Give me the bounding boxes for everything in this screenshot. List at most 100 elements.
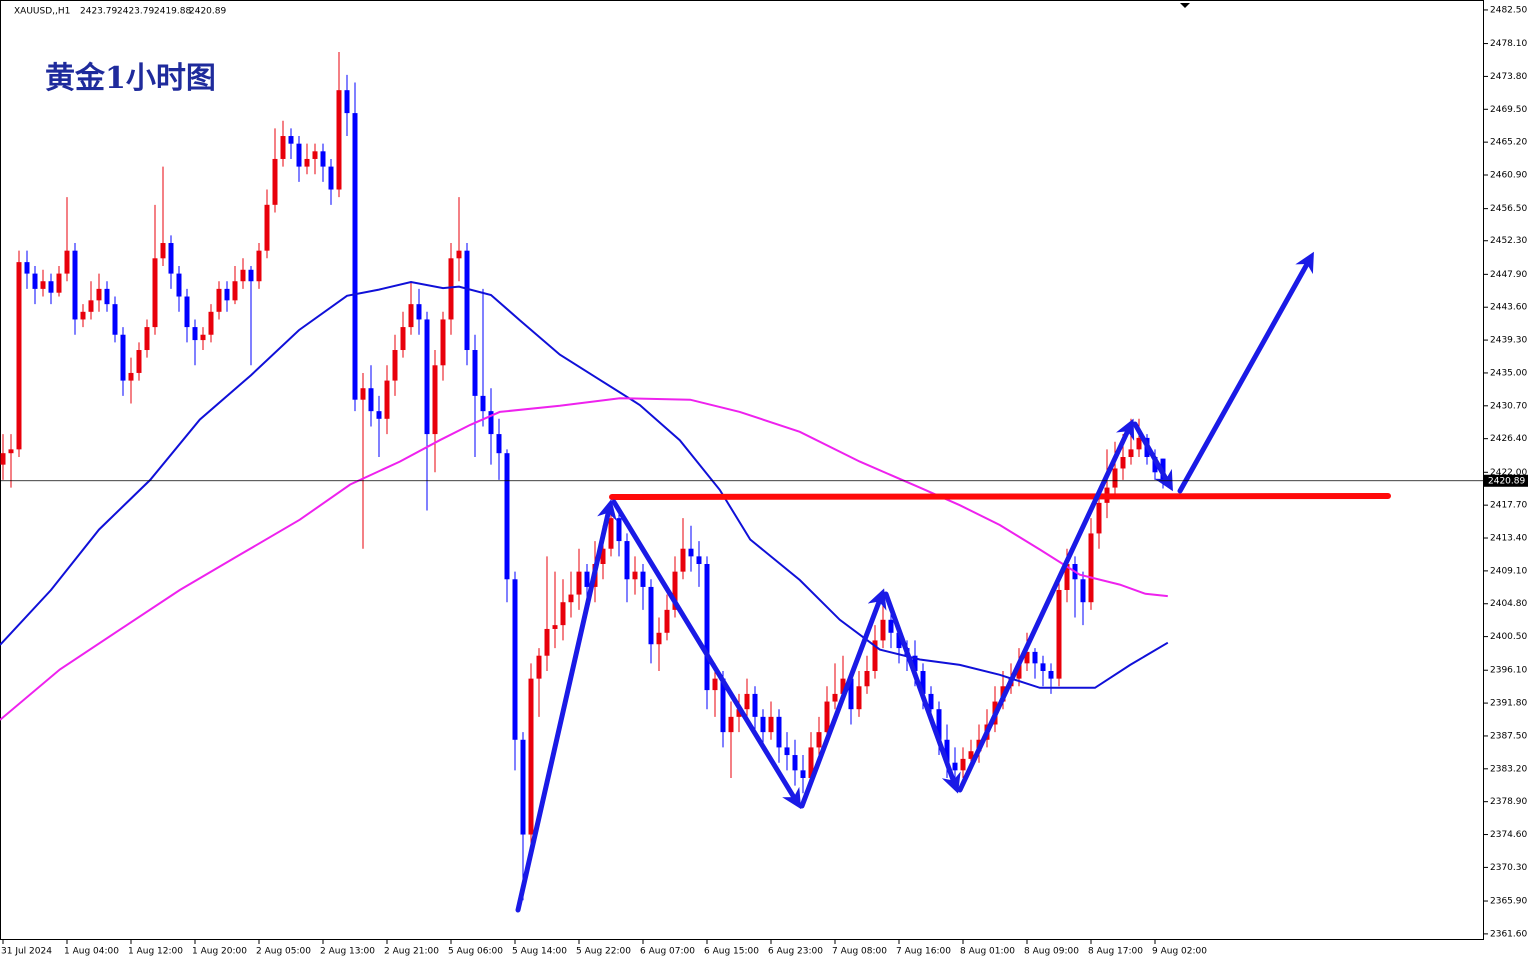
candle-body (520, 739, 526, 835)
candle-body (624, 541, 630, 580)
moving-average (0, 397, 1168, 721)
candle-body (1152, 457, 1158, 473)
candle-body (784, 747, 790, 756)
candle-body (912, 655, 918, 671)
candle-body (296, 143, 302, 167)
arrow (799, 588, 887, 809)
y-tick-label: 2473.80 (1490, 72, 1527, 82)
candle-body (216, 288, 222, 312)
candle-body (1064, 564, 1070, 590)
candle-body (944, 739, 950, 763)
candle-body (440, 319, 446, 366)
y-tick-label: 2396.10 (1490, 666, 1527, 676)
y-tick-label: 2469.50 (1490, 105, 1527, 115)
candle-body (616, 518, 622, 542)
x-tick-label: 7 Aug 16:00 (896, 947, 951, 957)
candle-body (608, 518, 614, 549)
candle-body (288, 136, 294, 144)
candle-body (152, 258, 158, 328)
candle-body (168, 243, 174, 274)
y-tick-label: 2430.70 (1490, 401, 1527, 411)
candle-body (664, 609, 670, 633)
x-tick-label: 6 Aug 07:00 (640, 947, 695, 957)
x-tick-label: 1 Aug 12:00 (128, 947, 183, 957)
candle-body (1024, 651, 1030, 664)
candle-body (544, 628, 550, 656)
y-tick-label: 2443.60 (1490, 303, 1527, 313)
arrow (515, 499, 617, 913)
last-price-label: 2420.89 (1488, 476, 1525, 486)
y-tick-label: 2400.50 (1490, 632, 1527, 642)
candle-body (88, 300, 94, 312)
candle-body (56, 273, 62, 293)
y-tick-label: 2422.00 (1490, 468, 1527, 478)
candle-body (16, 262, 22, 450)
candle-body (208, 311, 214, 335)
x-tick-label: 8 Aug 09:00 (1024, 947, 1079, 957)
y-tick-label: 2417.70 (1490, 501, 1527, 511)
y-tick-label: 2452.30 (1490, 236, 1527, 246)
candle-body (1040, 663, 1046, 671)
candle-body (1056, 589, 1062, 679)
candle-body (488, 411, 494, 435)
candle-body (792, 755, 798, 771)
ohlc-open: 2423.79 (80, 7, 117, 17)
candle-body (480, 395, 486, 412)
x-tick-label: 8 Aug 01:00 (960, 947, 1015, 957)
candle-body (448, 258, 454, 320)
candle-body (224, 288, 230, 301)
candle-body (248, 269, 254, 282)
candle-body (512, 579, 518, 740)
candle-body (880, 619, 886, 641)
candle-body (472, 350, 478, 396)
candle-body (416, 304, 422, 320)
candle-body (576, 571, 582, 595)
candle-body (1128, 449, 1134, 458)
candle-body (336, 90, 342, 190)
candle-body (368, 388, 374, 412)
candle-body (776, 716, 782, 748)
candle-body (272, 158, 278, 205)
candle-body (464, 250, 470, 351)
candle-body (536, 655, 542, 679)
y-tick-label: 2383.20 (1490, 764, 1527, 774)
candle-body (32, 273, 38, 289)
candle-body (768, 716, 774, 733)
candle-body (672, 571, 678, 610)
y-tick-label: 2439.30 (1490, 336, 1527, 346)
y-tick-label: 2391.80 (1490, 699, 1527, 709)
candle-body (392, 350, 398, 381)
candle-body (80, 311, 86, 320)
y-tick-label: 2365.90 (1490, 897, 1527, 907)
candle-body (496, 434, 502, 454)
candle-body (968, 751, 974, 759)
candle-body (400, 327, 406, 351)
x-tick-label: 31 Jul 2024 (1, 947, 52, 957)
candle-body (232, 281, 238, 301)
plot-frame (0, 0, 1484, 940)
arrow (883, 591, 961, 794)
candle-body (560, 602, 566, 626)
candle-body (848, 678, 854, 710)
x-tick-label: 9 Aug 02:00 (1152, 947, 1207, 957)
candle-body (728, 716, 734, 733)
candle-body (192, 327, 198, 341)
chart-title: 黄金1小时图 (45, 61, 216, 96)
candle-body (736, 709, 742, 717)
candle-body (696, 556, 702, 564)
x-tick-label: 2 Aug 21:00 (384, 947, 439, 957)
level-line (609, 493, 1391, 500)
chart-symbol: XAUUSD,,H1 (14, 7, 70, 17)
candle-body (872, 640, 878, 671)
candle-body (928, 693, 934, 710)
candle-body (808, 747, 814, 778)
y-tick-label: 2370.30 (1490, 863, 1527, 873)
x-tick-label: 6 Aug 15:00 (704, 947, 759, 957)
candle-body (256, 250, 262, 282)
arrow (1132, 421, 1173, 492)
y-tick-label: 2460.90 (1490, 171, 1527, 181)
ohlc-close: 2420.89 (189, 7, 226, 17)
candle-body (920, 670, 926, 694)
candle-body (136, 350, 142, 373)
x-tick-label: 1 Aug 04:00 (64, 947, 119, 957)
